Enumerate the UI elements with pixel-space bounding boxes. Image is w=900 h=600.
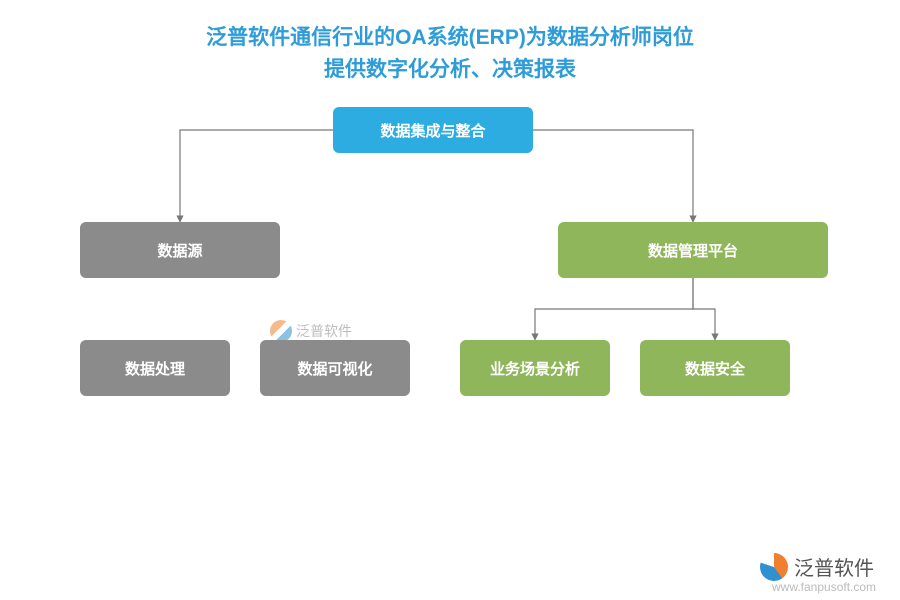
edge-srcR-leaf3 xyxy=(535,278,693,340)
node-leaf1: 数据处理 xyxy=(80,340,230,396)
title-line1: 泛普软件通信行业的OA系统(ERP)为数据分析师岗位 xyxy=(0,22,900,54)
edge-root-srcR xyxy=(533,130,693,222)
footer-logo: 泛普软件 xyxy=(760,552,874,581)
connector-layer xyxy=(0,0,900,600)
watermark-logo-icon xyxy=(270,320,292,342)
watermark-center: 泛普软件 xyxy=(270,320,352,342)
edge-root-srcL xyxy=(180,130,333,222)
node-leaf2: 数据可视化 xyxy=(260,340,410,396)
title-line2: 提供数字化分析、决策报表 xyxy=(0,54,900,86)
node-leaf3: 业务场景分析 xyxy=(460,340,610,396)
footer-logo-icon xyxy=(760,553,788,581)
edge-srcR-leaf4 xyxy=(693,278,715,340)
footer-logo-text: 泛普软件 xyxy=(794,552,874,581)
node-srcR: 数据管理平台 xyxy=(558,222,828,278)
node-root: 数据集成与整合 xyxy=(333,107,533,153)
watermark-text: 泛普软件 xyxy=(296,321,352,341)
footer-url: www.fanpusoft.com xyxy=(772,580,876,594)
node-srcL: 数据源 xyxy=(80,222,280,278)
diagram-title: 泛普软件通信行业的OA系统(ERP)为数据分析师岗位 提供数字化分析、决策报表 xyxy=(0,22,900,85)
node-leaf4: 数据安全 xyxy=(640,340,790,396)
